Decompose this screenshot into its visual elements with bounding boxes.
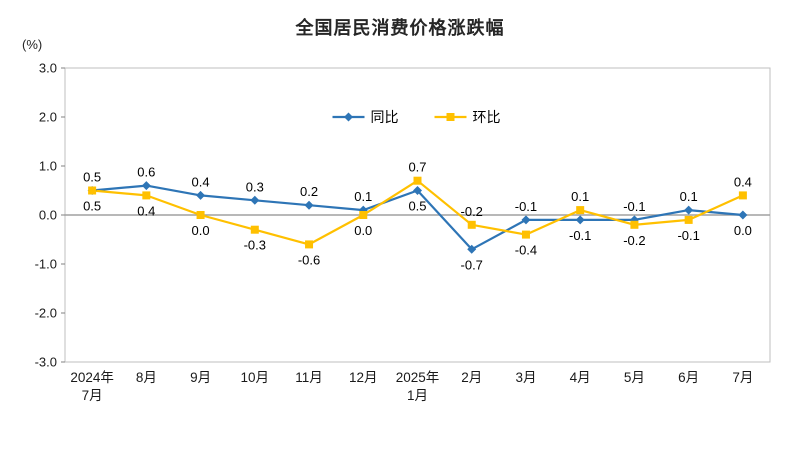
yoy-marker [141, 181, 151, 191]
yoy-marker [684, 205, 694, 215]
y-axis: 3.0 2.0 1.0 0.0 -1.0 -2.0 -3.0 [35, 61, 65, 370]
yoy-marker [196, 190, 206, 200]
yoy-marker [738, 210, 748, 220]
series-markers-mom [88, 176, 747, 249]
yoy-marker [304, 200, 314, 210]
data-labels: 0.5 0.5 0.6 0.4 0.4 0.0 0.3 -0.3 0.2 -0.6 0.1 0.0 0.… [83, 160, 752, 273]
legend-label-yoy: 同比 [371, 109, 399, 125]
data-label: -0.4 [515, 243, 537, 258]
x-tick-label: 7月 [732, 370, 753, 385]
legend-label-mom: 环比 [473, 109, 501, 125]
y-tick-label: 0.0 [39, 208, 57, 223]
data-label: -0.1 [623, 199, 645, 214]
data-label: 0.4 [192, 174, 210, 189]
yoy-marker [413, 186, 422, 195]
x-tick-label: 8月 [136, 370, 157, 385]
x-tick-label: 2025年 1月 [396, 370, 440, 403]
data-label: -0.6 [298, 252, 320, 267]
yoy-marker [467, 244, 477, 254]
mom-marker [630, 220, 639, 229]
y-axis-unit-label: (%) [22, 37, 43, 52]
data-label: 0.0 [354, 223, 372, 238]
data-label: 0.6 [137, 165, 155, 180]
x-tick-label: 3月 [515, 370, 536, 385]
mom-marker [250, 225, 259, 234]
mom-marker [521, 230, 530, 239]
x-tick-label: 9月 [190, 370, 211, 385]
mom-marker [684, 215, 693, 224]
data-label: -0.1 [677, 228, 699, 243]
data-label: -0.7 [461, 257, 483, 272]
x-axis: 2024年 7月 8月 9月 10月 11月 12月 2025年 1月 2月 3月 4月 5月 6月 7月 [70, 370, 753, 403]
mom-marker [142, 191, 151, 200]
data-label: 0.5 [83, 199, 101, 214]
legend: 同比 环比 [332, 109, 501, 125]
x-tick-label: 4月 [570, 370, 591, 385]
data-label: -0.2 [461, 204, 483, 219]
mom-marker [467, 220, 476, 229]
data-label: 0.5 [83, 170, 101, 185]
mom-marker [576, 206, 585, 215]
legend-marker-yoy [344, 112, 353, 122]
y-tick-label: -1.0 [35, 257, 57, 272]
chart-title: 全国居民消费价格涨跌幅 [295, 18, 505, 38]
data-label: 0.1 [354, 189, 372, 204]
data-label: 0.4 [137, 203, 155, 218]
data-label: 0.0 [734, 223, 752, 238]
legend-marker-mom [446, 113, 455, 121]
data-label: -0.1 [515, 199, 537, 214]
yoy-marker [250, 195, 260, 205]
y-tick-label: 1.0 [39, 159, 57, 174]
data-label: 0.4 [734, 174, 752, 189]
data-label: 0.2 [300, 184, 318, 199]
data-label: -0.1 [569, 228, 591, 243]
mom-marker [738, 191, 747, 200]
mom-marker [305, 240, 314, 249]
y-tick-label: 3.0 [39, 61, 57, 76]
data-label: 0.3 [246, 179, 264, 194]
data-label: 0.7 [408, 160, 426, 175]
x-tick-label: 12月 [349, 370, 378, 385]
x-tick-label: 10月 [241, 370, 270, 385]
x-tick-label: 5月 [624, 370, 645, 385]
data-label: -0.3 [244, 238, 266, 253]
mom-marker [88, 186, 97, 195]
x-tick-label: 6月 [678, 370, 699, 385]
data-label: -0.2 [623, 233, 645, 248]
data-label: 0.5 [408, 199, 426, 214]
data-label: 0.1 [680, 189, 698, 204]
mom-marker [196, 211, 205, 219]
mom-marker [413, 176, 422, 185]
data-label: 0.0 [192, 223, 210, 238]
x-tick-label: 2024年 7月 [70, 370, 114, 403]
y-tick-label: -3.0 [35, 355, 57, 370]
yoy-marker [575, 215, 585, 225]
legend-item-yoy: 同比 [332, 109, 399, 125]
y-tick-label: -2.0 [35, 306, 57, 321]
x-tick-label: 2月 [461, 370, 482, 385]
y-tick-label: 2.0 [39, 110, 57, 125]
x-tick-label: 11月 [295, 370, 323, 385]
data-label: 0.1 [571, 189, 589, 204]
mom-marker [359, 211, 368, 219]
yoy-marker [521, 215, 531, 225]
legend-item-mom: 环比 [434, 109, 501, 125]
